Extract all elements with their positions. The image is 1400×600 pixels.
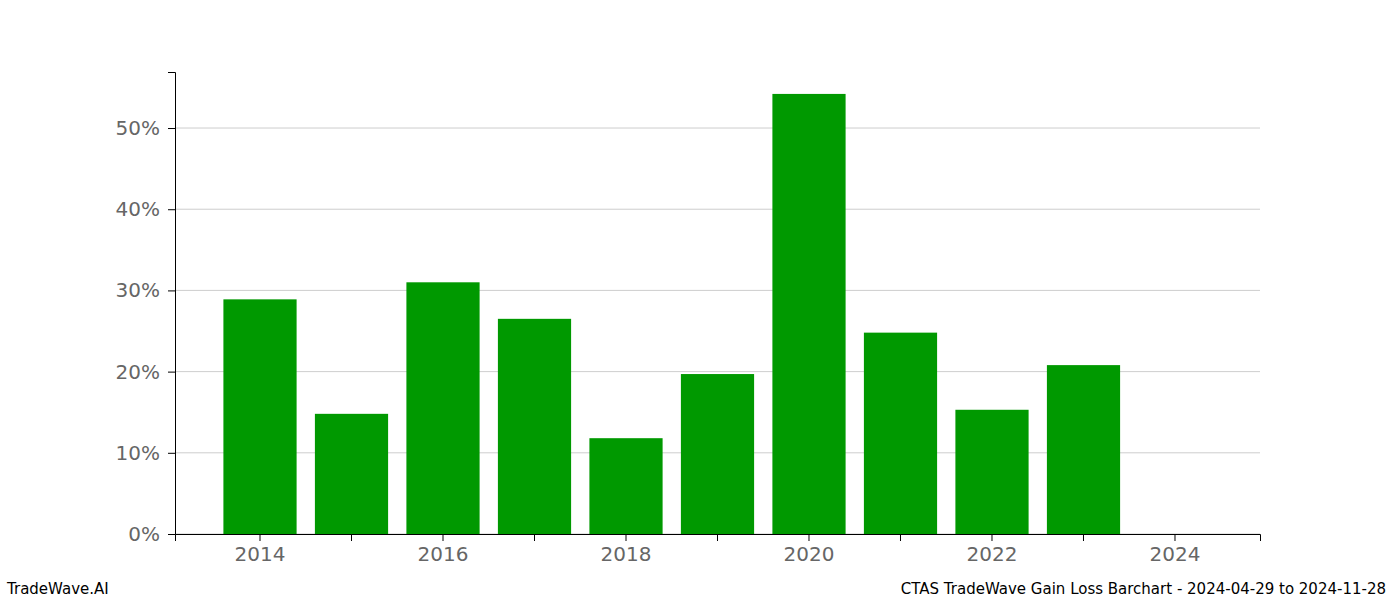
bar — [315, 414, 388, 534]
x-tick-mark — [717, 534, 718, 541]
x-tick — [351, 534, 352, 541]
x-tick-label: 2016 — [418, 542, 469, 566]
x-tick — [534, 534, 535, 541]
x-tick-mark — [534, 534, 535, 541]
bar — [1047, 365, 1120, 534]
x-tick: 2016 — [418, 534, 469, 566]
y-tick: 40% — [116, 197, 175, 221]
x-tick-mark — [991, 534, 992, 541]
bars — [223, 94, 1120, 534]
x-tick-mark — [1174, 534, 1175, 541]
y-tick: 50% — [116, 116, 175, 140]
y-tick-mark — [168, 290, 175, 291]
grid-line — [175, 290, 1260, 291]
bar — [681, 374, 754, 534]
bar — [864, 333, 937, 534]
x-tick — [717, 534, 718, 541]
x-tick-label: 2024 — [1150, 542, 1201, 566]
y-tick-mark — [168, 372, 175, 373]
y-tick-label: 50% — [116, 116, 160, 140]
y-tick-label: 40% — [116, 197, 160, 221]
source-label: TradeWave.AI — [6, 580, 109, 598]
x-axis-line — [176, 535, 1261, 542]
x-tick-label: 2020 — [784, 542, 835, 566]
x-tick-mark — [808, 534, 809, 541]
bar — [955, 410, 1028, 534]
x-tick: 2014 — [235, 534, 286, 566]
bar — [406, 282, 479, 534]
x-tick-mark — [626, 534, 627, 541]
x-axis: 2014 2016 2018 2020 2022 2024 — [176, 534, 1261, 566]
bar — [589, 438, 662, 534]
x-tick-mark — [900, 534, 901, 541]
y-tick-mark — [168, 453, 175, 454]
grid-line — [175, 128, 1260, 129]
y-tick: 30% — [116, 278, 175, 302]
chart-title: CTAS TradeWave Gain Loss Barchart - 2024… — [901, 580, 1386, 598]
x-tick-label: 2022 — [967, 542, 1018, 566]
y-tick-mark — [168, 534, 175, 535]
grid-line — [175, 209, 1260, 210]
bar — [772, 94, 845, 534]
x-tick-mark — [1083, 534, 1084, 541]
bar — [223, 299, 296, 534]
x-tick-label: 2014 — [235, 542, 286, 566]
x-tick-label: 2018 — [601, 542, 652, 566]
y-tick-mark — [168, 128, 175, 129]
x-tick-mark — [351, 534, 352, 541]
x-tick: 2020 — [784, 534, 835, 566]
y-tick-label: 10% — [116, 441, 160, 465]
y-axis-line — [168, 73, 176, 535]
grid — [175, 128, 1260, 534]
x-tick: 2022 — [967, 534, 1018, 566]
y-tick-mark — [168, 209, 175, 210]
y-tick-label: 0% — [128, 522, 160, 546]
x-tick — [1083, 534, 1084, 541]
bar — [498, 319, 571, 534]
y-tick: 0% — [128, 522, 175, 546]
y-tick: 20% — [116, 360, 175, 384]
x-tick: 2018 — [601, 534, 652, 566]
y-tick-label: 30% — [116, 278, 160, 302]
x-tick: 2024 — [1150, 534, 1201, 566]
y-tick-label: 20% — [116, 360, 160, 384]
y-axis: 0% 10% 20% 30% 40% 50% — [116, 73, 176, 546]
x-tick-mark — [260, 534, 261, 541]
x-tick — [900, 534, 901, 541]
x-tick-mark — [443, 534, 444, 541]
y-tick: 10% — [116, 441, 175, 465]
